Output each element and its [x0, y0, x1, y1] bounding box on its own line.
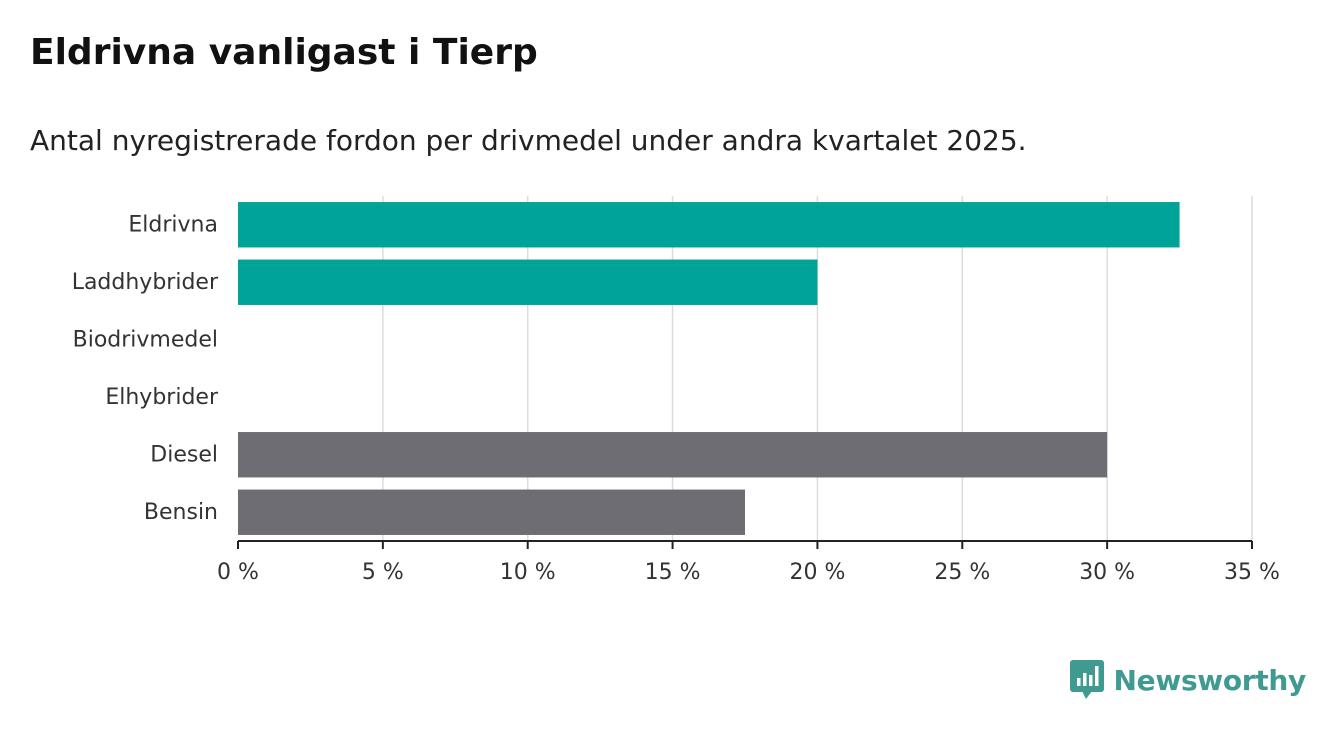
bars: [238, 202, 1180, 535]
x-tick-label: 35 %: [1224, 560, 1280, 585]
x-tick-label: 30 %: [1079, 560, 1135, 585]
x-tick-label: 20 %: [789, 560, 845, 585]
brand-name: Newsworthy: [1113, 663, 1307, 697]
x-axis: 0 % 5 % 10 % 15 % 20 % 25 % 30 % 35 %: [217, 540, 1280, 585]
category-label: Biodrivmedel: [73, 327, 218, 352]
bar-eldrivna: [238, 202, 1180, 248]
x-tick-label: 5 %: [362, 560, 404, 585]
bar-diesel: [238, 432, 1108, 478]
category-label: Diesel: [150, 442, 218, 467]
chart-subtitle: Antal nyregistrerade fordon per drivmede…: [30, 124, 1027, 157]
grid-lines: [382, 196, 1253, 541]
bar-laddhybrider: [238, 259, 818, 305]
newsworthy-brand: Newsworthy: [1069, 660, 1307, 700]
category-labels: Eldrivna Laddhybrider Biodrivmedel Elhybrid…: [72, 212, 219, 525]
bar-bensin: [238, 489, 745, 535]
category-label: Laddhybrider: [72, 270, 219, 295]
x-tick-label: 10 %: [500, 560, 556, 585]
category-label: Bensin: [144, 500, 218, 525]
bar-chart-speech-bubble-icon: [1069, 660, 1104, 699]
category-label: Eldrivna: [128, 212, 218, 237]
x-tick-label: 15 %: [645, 560, 701, 585]
x-tick-label: 25 %: [934, 560, 990, 585]
chart-title: Eldrivna vanligast i Tierp: [30, 32, 538, 73]
x-tick-label: 0 %: [217, 560, 259, 585]
category-label: Elhybrider: [105, 385, 219, 410]
